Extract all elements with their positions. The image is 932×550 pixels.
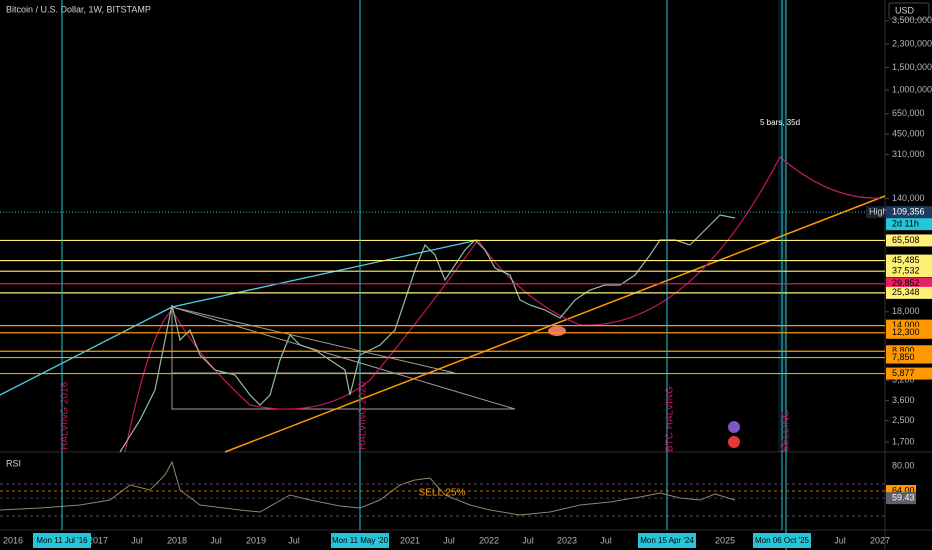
rsi-level-label: 59.43 [892, 493, 915, 503]
level-label-bg [886, 234, 932, 247]
measure-label: 5 bars, 35d [760, 118, 800, 127]
date-highlight-bg [33, 533, 91, 548]
x-tick-label: Jul [288, 535, 300, 545]
chart-title: Bitcoin / U.S. Dollar, 1W, BITSTAMP [6, 4, 151, 14]
level-label: 5,877 [892, 368, 915, 378]
y-tick-label: 3,500,000 [892, 15, 932, 25]
vertical-annotation: SELLING [781, 410, 792, 452]
trend-line [224, 195, 886, 453]
y-tick-label: 2,300,000 [892, 38, 932, 48]
vertical-annotation: HALVING 2020 [358, 381, 369, 450]
level-label: 65,508 [892, 235, 920, 245]
y-tick-label: 5,200 [892, 375, 915, 385]
vertical-annotation: HALVING 2016 [60, 381, 71, 450]
vertical-annotation: BTC HALVING [665, 386, 676, 452]
level-label: 45,485 [892, 255, 920, 265]
rsi-level-bg [886, 492, 916, 505]
y-tick-label: 310,000 [892, 149, 925, 159]
level-label: 7,850 [892, 352, 915, 362]
rsi-line [0, 460, 736, 516]
date-highlight: Mon 11 Jul '16 [36, 536, 88, 545]
date-highlight-bg [331, 533, 389, 548]
currency-button[interactable] [888, 2, 930, 20]
x-tick-label: 2021 [400, 535, 420, 545]
price-line [119, 214, 736, 453]
x-tick-label: 2018 [167, 535, 187, 545]
date-highlight: Mon 06 Oct '25 [755, 536, 810, 545]
x-tick-label: 2027 [870, 535, 890, 545]
x-tick-label: Jul [443, 535, 455, 545]
x-tick-label: Jul [210, 535, 222, 545]
level-label: 29,852 [892, 278, 920, 288]
flag-icon [728, 436, 740, 448]
x-tick-label: 2023 [557, 535, 577, 545]
y-tick-label: 2,500 [892, 415, 915, 425]
x-tick-label: 2016 [3, 535, 23, 545]
rsi-level-label: 64.00 [892, 485, 915, 495]
date-highlight-bg [753, 533, 811, 548]
date-highlight-bg [638, 533, 696, 548]
y-tick-label: 450,000 [892, 128, 925, 138]
x-tick-label: Jul [834, 535, 846, 545]
x-tick-label: 2022 [479, 535, 499, 545]
y-tick-label: 1,700 [892, 436, 915, 446]
rsi-tick-label: 80.00 [892, 460, 915, 470]
high-tag-bg [866, 206, 886, 219]
level-label-bg [886, 286, 932, 299]
countdown-label: 2d 11h [892, 219, 919, 229]
x-tick-label: Jul [131, 535, 143, 545]
rsi-title: RSI [6, 458, 21, 468]
level-label: 8,800 [892, 346, 915, 356]
currency-label[interactable]: USD [895, 5, 915, 15]
x-tick-label: 2017 [88, 535, 108, 545]
current-price-label: 109,356 [892, 207, 925, 217]
countdown-bg [886, 218, 932, 231]
x-tick-label: Jul [600, 535, 612, 545]
y-tick-label: 1,500,000 [892, 62, 932, 72]
pig-icon [548, 326, 566, 336]
high-tag: High [869, 207, 888, 217]
y-tick-label: 18,000 [892, 306, 920, 316]
level-label: 14,000 [892, 320, 920, 330]
rsi-annotation: SELL 25% [419, 488, 466, 499]
level-label-bg [886, 326, 932, 339]
level-label-bg [886, 351, 932, 364]
y-tick-label: 140,000 [892, 193, 925, 203]
date-highlight: Mon 15 Apr '24 [640, 536, 694, 545]
y-tick-label: 3,600 [892, 395, 915, 405]
level-label: 37,532 [892, 266, 920, 276]
level-label: 12,300 [892, 327, 920, 337]
lightning-icon [728, 421, 740, 433]
cycle-curve [124, 156, 881, 453]
level-label: 25,348 [892, 287, 920, 297]
level-label-bg [886, 367, 932, 380]
current-price-bg [886, 206, 932, 219]
x-tick-label: 2019 [246, 535, 266, 545]
level-label-bg [886, 265, 932, 278]
level-label-bg [886, 254, 932, 267]
x-tick-label: 2025 [715, 535, 735, 545]
level-label-bg [886, 277, 932, 290]
date-highlight: Mon 11 May '20 [332, 536, 389, 545]
y-tick-label: 650,000 [892, 108, 925, 118]
x-tick-label: Jul [522, 535, 534, 545]
y-tick-label: 1,000,000 [892, 84, 932, 94]
